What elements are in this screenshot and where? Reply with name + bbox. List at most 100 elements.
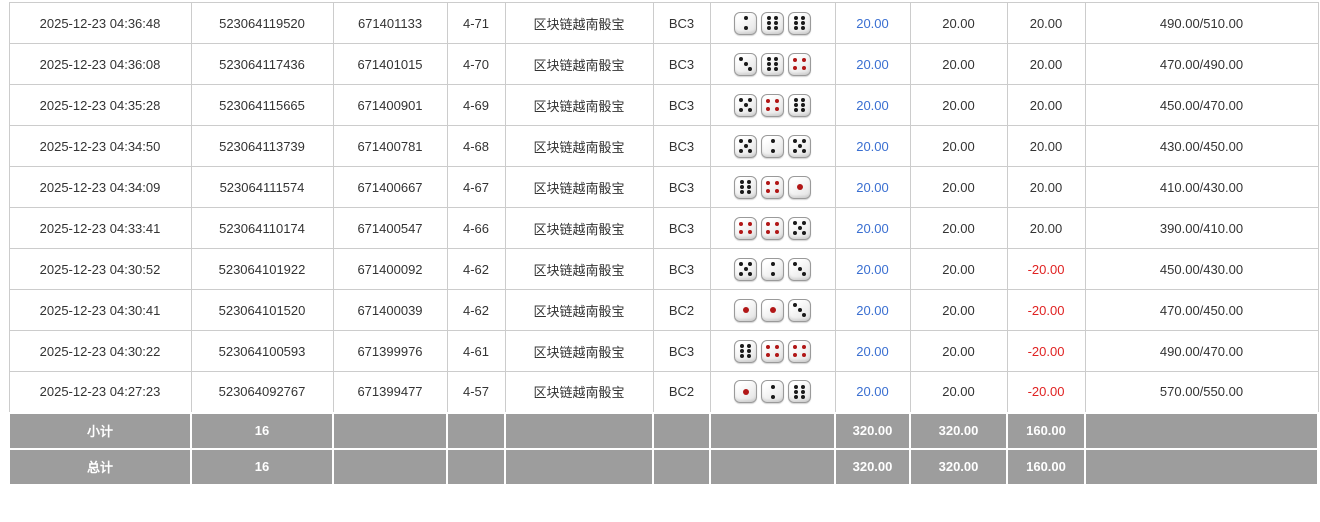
- cell-valid-bet: 20.00: [909, 207, 1008, 249]
- cell-bet-amount[interactable]: 20.00: [834, 43, 911, 85]
- cell-game-name: 区块链越南骰宝: [504, 2, 654, 44]
- cell-round-no: 671400901: [332, 84, 448, 126]
- table-row: 2025-12-23 04:36:48 523064119520 671401133…: [8, 2, 1319, 44]
- cell-table-code: BC3: [652, 84, 711, 126]
- die-4-red: [761, 339, 784, 363]
- die-4-red: [761, 216, 784, 240]
- cell-order-no: 523064117436: [190, 43, 334, 85]
- total-round-no: [332, 447, 448, 486]
- cell-bet-amount[interactable]: 20.00: [834, 125, 911, 167]
- cell-time: 2025-12-23 04:34:09: [8, 166, 192, 208]
- cell-win-loss: -20.00: [1006, 248, 1086, 290]
- subtotal-period: [446, 411, 506, 450]
- cell-balance: 490.00/510.00: [1084, 2, 1319, 44]
- cell-table-code: BC2: [652, 371, 711, 413]
- cell-round-no: 671400547: [332, 207, 448, 249]
- bet-history-table: 2025-12-23 04:36:48 523064119520 671401133…: [8, 2, 1319, 486]
- cell-round-no: 671399477: [332, 371, 448, 413]
- cell-bet-amount[interactable]: 20.00: [834, 330, 911, 372]
- die-1-red: [788, 175, 811, 199]
- cell-round-no: 671401015: [332, 43, 448, 85]
- cell-valid-bet: 20.00: [909, 43, 1008, 85]
- die-5-black: [734, 257, 757, 281]
- cell-period: 4-71: [446, 2, 506, 44]
- die-1-red: [734, 298, 757, 322]
- cell-period: 4-61: [446, 330, 506, 372]
- subtotal-bet-amount: 320.00: [834, 411, 911, 450]
- cell-balance: 410.00/430.00: [1084, 166, 1319, 208]
- cell-period: 4-69: [446, 84, 506, 126]
- table-row: 2025-12-23 04:35:28 523064115665 671400901…: [8, 84, 1319, 126]
- table-row: 2025-12-23 04:27:23 523064092767 671399477…: [8, 371, 1319, 413]
- table-row: 2025-12-23 04:30:22 523064100593 671399976…: [8, 330, 1319, 372]
- die-3-black: [734, 52, 757, 76]
- cell-order-no: 523064101922: [190, 248, 334, 290]
- die-6-black: [761, 11, 784, 35]
- cell-valid-bet: 20.00: [909, 166, 1008, 208]
- total-dice-result: [709, 447, 836, 486]
- total-count: 16: [190, 447, 334, 486]
- cell-table-code: BC3: [652, 125, 711, 167]
- cell-period: 4-68: [446, 125, 506, 167]
- table-summary: 小计 16 320.00 320.00 160.00 总计 16 320.00 320.00 16…: [8, 411, 1319, 486]
- die-6-black: [788, 11, 811, 35]
- table-row: 2025-12-23 04:30:52 523064101922 671400092…: [8, 248, 1319, 290]
- cell-dice-result: [709, 125, 836, 167]
- cell-dice-result: [709, 43, 836, 85]
- cell-order-no: 523064101520: [190, 289, 334, 331]
- die-3-black: [788, 257, 811, 281]
- cell-bet-amount[interactable]: 20.00: [834, 2, 911, 44]
- cell-bet-amount[interactable]: 20.00: [834, 289, 911, 331]
- cell-balance: 430.00/450.00: [1084, 125, 1319, 167]
- cell-win-loss: 20.00: [1006, 43, 1086, 85]
- cell-game-name: 区块链越南骰宝: [504, 43, 654, 85]
- die-5-black: [734, 93, 757, 117]
- subtotal-table-code: [652, 411, 711, 450]
- cell-time: 2025-12-23 04:33:41: [8, 207, 192, 249]
- cell-win-loss: -20.00: [1006, 371, 1086, 413]
- table-row: 2025-12-23 04:36:08 523064117436 671401015…: [8, 43, 1319, 85]
- cell-order-no: 523064110174: [190, 207, 334, 249]
- die-6-black: [734, 339, 757, 363]
- cell-game-name: 区块链越南骰宝: [504, 207, 654, 249]
- cell-bet-amount[interactable]: 20.00: [834, 248, 911, 290]
- cell-order-no: 523064115665: [190, 84, 334, 126]
- cell-period: 4-66: [446, 207, 506, 249]
- cell-bet-amount[interactable]: 20.00: [834, 166, 911, 208]
- die-1-red: [734, 380, 757, 404]
- bet-history-page: 2025-12-23 04:36:48 523064119520 671401133…: [8, 2, 1319, 486]
- total-bet-amount: 320.00: [834, 447, 911, 486]
- cell-valid-bet: 20.00: [909, 125, 1008, 167]
- cell-win-loss: 20.00: [1006, 84, 1086, 126]
- die-4-red: [761, 175, 784, 199]
- subtotal-row: 小计 16 320.00 320.00 160.00: [8, 411, 1319, 450]
- cell-dice-result: [709, 207, 836, 249]
- cell-bet-amount[interactable]: 20.00: [834, 84, 911, 126]
- cell-dice-result: [709, 330, 836, 372]
- cell-order-no: 523064113739: [190, 125, 334, 167]
- cell-round-no: 671400781: [332, 125, 448, 167]
- cell-bet-amount[interactable]: 20.00: [834, 207, 911, 249]
- die-2-black: [734, 11, 757, 35]
- die-1-red: [761, 298, 784, 322]
- subtotal-label: 小计: [8, 411, 192, 450]
- cell-round-no: 671401133: [332, 2, 448, 44]
- cell-time: 2025-12-23 04:36:08: [8, 43, 192, 85]
- total-label: 总计: [8, 447, 192, 486]
- subtotal-balance: [1084, 411, 1319, 450]
- total-table-code: [652, 447, 711, 486]
- cell-table-code: BC3: [652, 166, 711, 208]
- die-5-black: [788, 216, 811, 240]
- cell-order-no: 523064100593: [190, 330, 334, 372]
- total-win-loss: 160.00: [1006, 447, 1086, 486]
- cell-game-name: 区块链越南骰宝: [504, 330, 654, 372]
- die-6-black: [761, 52, 784, 76]
- cell-bet-amount[interactable]: 20.00: [834, 371, 911, 413]
- cell-time: 2025-12-23 04:30:41: [8, 289, 192, 331]
- cell-game-name: 区块链越南骰宝: [504, 248, 654, 290]
- cell-valid-bet: 20.00: [909, 289, 1008, 331]
- cell-game-name: 区块链越南骰宝: [504, 166, 654, 208]
- subtotal-valid-bet: 320.00: [909, 411, 1008, 450]
- cell-round-no: 671400667: [332, 166, 448, 208]
- cell-dice-result: [709, 248, 836, 290]
